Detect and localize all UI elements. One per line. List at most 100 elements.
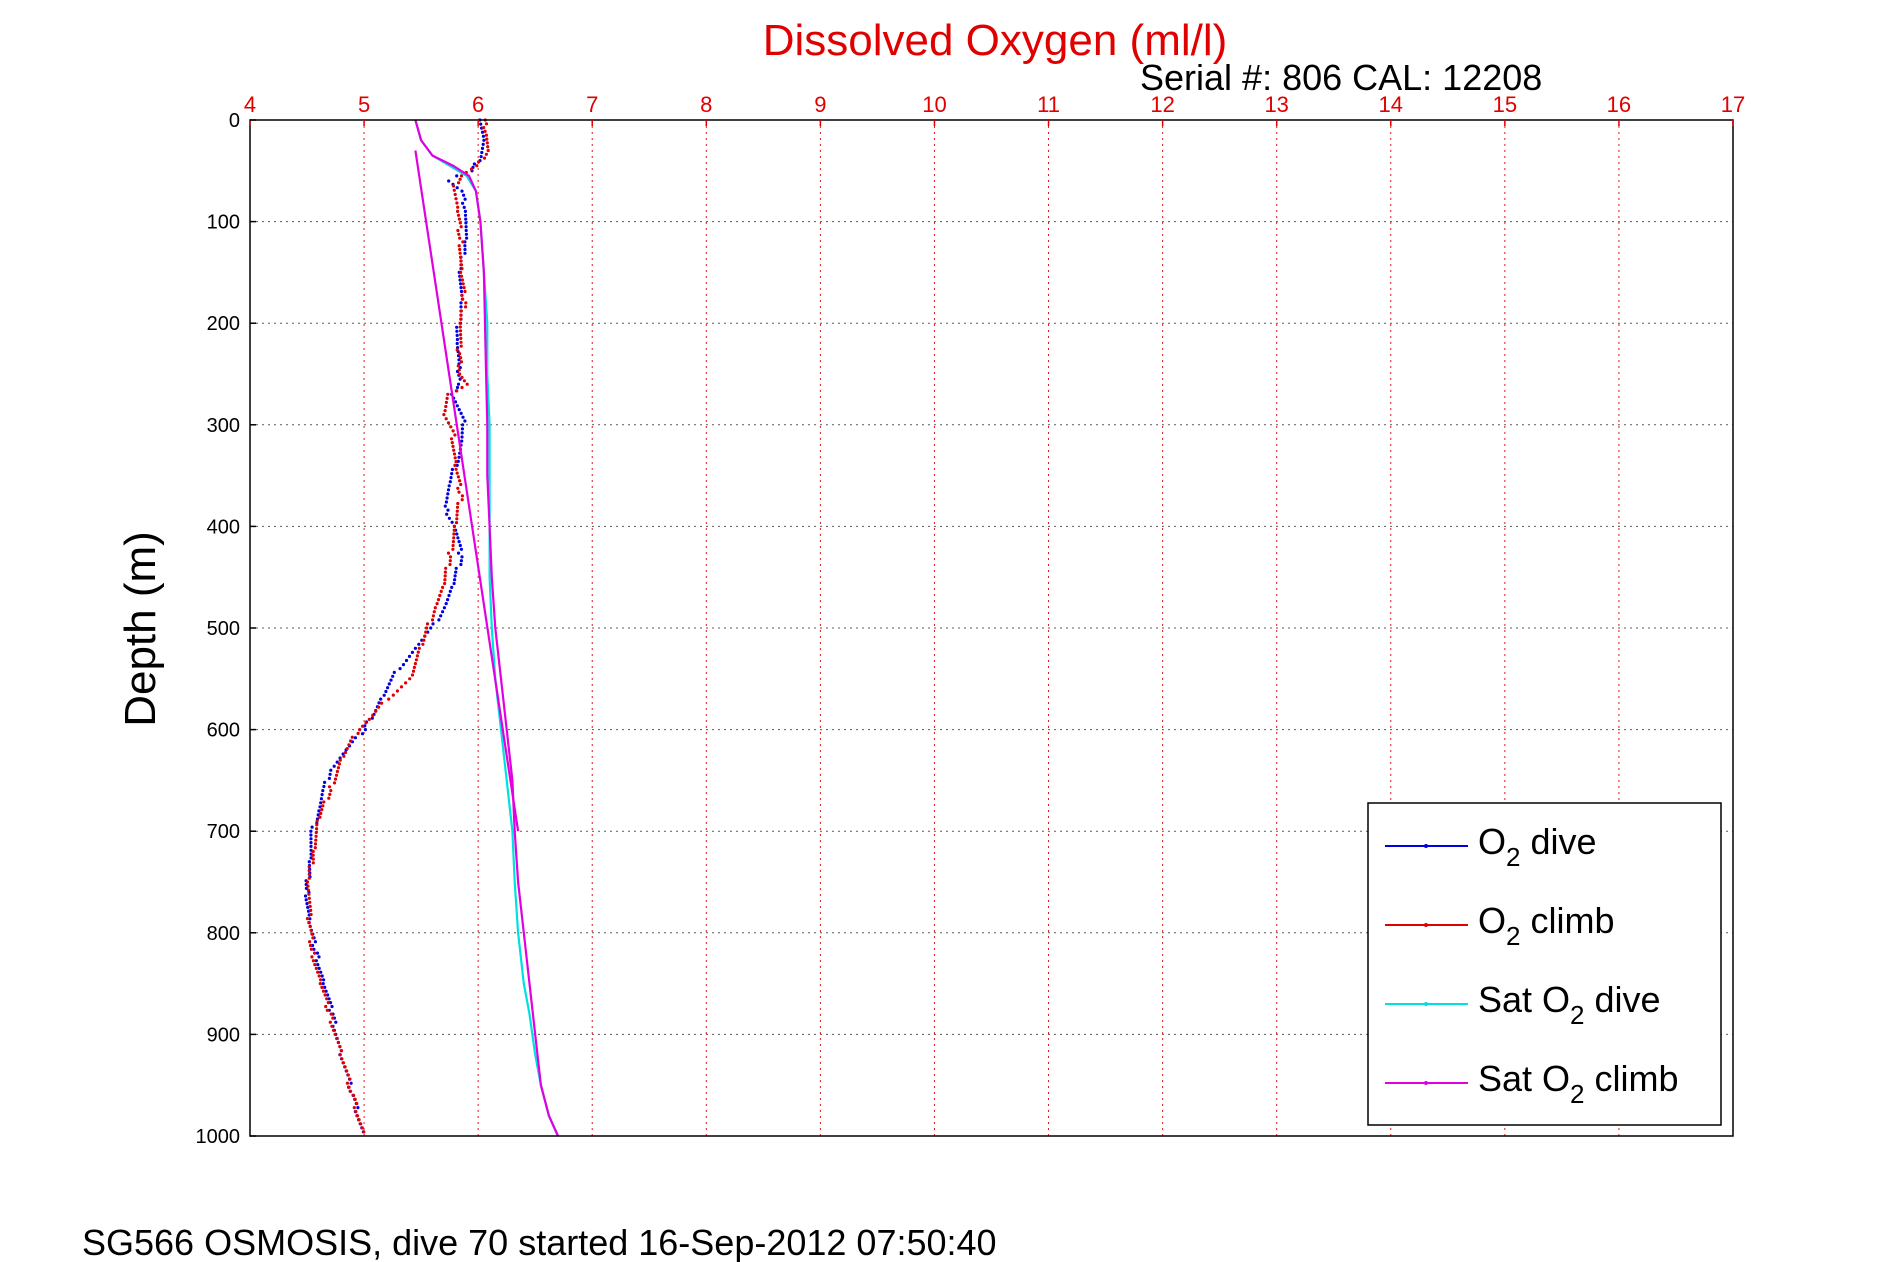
data-point — [404, 658, 409, 663]
data-point — [450, 467, 454, 472]
data-point — [452, 536, 456, 540]
data-point — [445, 396, 449, 400]
data-point — [457, 490, 461, 494]
data-point — [333, 1032, 337, 1036]
x-tick-label: 15 — [1493, 92, 1517, 117]
data-point — [331, 1016, 335, 1020]
data-point — [452, 448, 456, 452]
data-point — [459, 313, 463, 317]
data-point — [472, 162, 476, 166]
legend-label: Sat O2 climb — [1478, 1058, 1679, 1109]
data-point — [455, 505, 460, 509]
data-point — [425, 622, 430, 626]
data-point — [303, 894, 308, 898]
data-point — [463, 247, 467, 252]
data-point — [334, 1020, 338, 1024]
data-point — [459, 270, 463, 274]
data-point — [459, 336, 463, 340]
data-point — [329, 768, 333, 772]
data-point — [442, 606, 446, 610]
y-tick-label: 500 — [207, 618, 240, 640]
data-point — [463, 244, 467, 248]
data-point — [455, 337, 459, 342]
data-point — [453, 578, 457, 582]
x-ticks: 4 5 6 7 8 9 10 11 12 13 14 15 16 17 — [244, 92, 1745, 126]
data-point — [314, 966, 318, 971]
data-point — [352, 1106, 356, 1110]
data-point — [311, 861, 315, 865]
legend-label: O2 climb — [1478, 900, 1615, 951]
data-point — [407, 654, 412, 659]
data-point — [481, 142, 485, 146]
data-point — [321, 989, 326, 993]
data-point — [460, 267, 464, 271]
data-point — [464, 228, 468, 233]
data-point — [459, 282, 463, 286]
data-point — [391, 674, 395, 678]
data-point — [328, 792, 332, 797]
chart-title: Dissolved Oxygen (ml/l) — [763, 16, 1228, 65]
data-point — [305, 902, 309, 906]
data-point — [453, 456, 457, 460]
data-point — [459, 340, 463, 344]
data-point — [357, 1118, 361, 1122]
data-point — [454, 467, 458, 471]
data-point — [456, 209, 460, 213]
data-point — [415, 654, 419, 658]
data-point — [454, 566, 458, 570]
data-point — [446, 598, 450, 602]
data-point — [320, 808, 324, 812]
data-point — [322, 800, 326, 804]
data-point — [309, 928, 313, 932]
data-point — [455, 348, 459, 352]
data-point — [350, 735, 354, 739]
data-point — [459, 305, 463, 309]
data-point — [432, 610, 436, 614]
data-point — [455, 509, 459, 513]
data-point — [482, 126, 486, 130]
legend-marker — [1424, 923, 1428, 927]
x-tick-label: 6 — [472, 92, 484, 117]
series-o2-dive — [303, 118, 486, 1134]
data-point — [306, 884, 310, 888]
data-point — [305, 917, 310, 921]
data-point — [308, 943, 313, 948]
data-point — [461, 297, 465, 301]
data-point — [457, 455, 461, 459]
footer-text: SG566 OSMOSIS, dive 70 started 16-Sep-20… — [82, 1222, 997, 1262]
data-point — [449, 476, 453, 480]
data-point — [324, 1004, 328, 1009]
data-point — [462, 379, 466, 383]
data-point — [353, 736, 357, 740]
data-point — [413, 662, 417, 666]
data-point — [445, 512, 449, 516]
series-layer — [303, 118, 560, 1137]
data-point — [450, 585, 454, 590]
data-point — [352, 1093, 356, 1097]
data-point — [417, 642, 421, 646]
data-point — [447, 593, 451, 598]
data-point — [460, 189, 464, 193]
data-point — [458, 221, 462, 225]
data-point — [322, 784, 326, 789]
data-point — [436, 598, 441, 602]
data-point — [315, 827, 319, 831]
data-point — [439, 614, 443, 618]
data-point — [464, 225, 468, 229]
data-point — [463, 289, 467, 294]
data-point — [454, 197, 458, 201]
data-point — [399, 685, 404, 689]
data-point — [387, 682, 391, 686]
data-point — [323, 993, 327, 997]
data-point — [459, 360, 464, 364]
data-point — [455, 201, 459, 205]
data-point — [455, 532, 459, 536]
data-point — [382, 693, 386, 697]
data-point — [446, 392, 450, 396]
data-point — [311, 936, 315, 940]
data-point — [443, 409, 447, 413]
data-point — [435, 602, 439, 606]
data-point — [346, 1073, 350, 1077]
y-tick-label: 600 — [207, 720, 240, 742]
data-point — [446, 508, 450, 512]
